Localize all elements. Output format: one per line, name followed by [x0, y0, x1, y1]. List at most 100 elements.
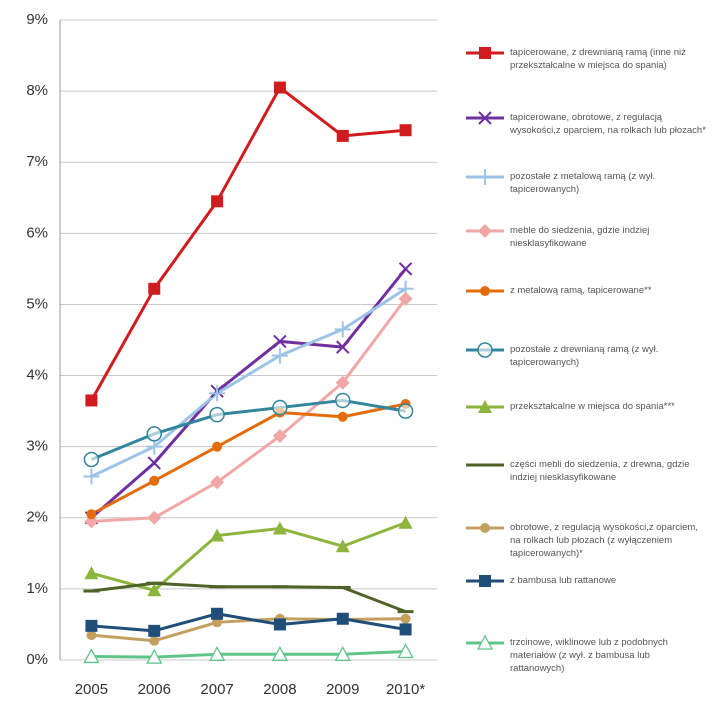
y-tick-label: 5%	[26, 295, 48, 312]
data-point	[398, 262, 413, 276]
series-line	[91, 521, 407, 592]
legend-label: z metalową ramą, tapicerowane**	[510, 285, 652, 296]
data-point	[334, 645, 351, 661]
legend-marker	[476, 634, 494, 650]
legend-marker	[478, 400, 492, 413]
y-tick-label: 0%	[26, 651, 48, 668]
legend-marker	[478, 224, 492, 238]
data-point	[212, 441, 223, 452]
y-tick-label: 7%	[26, 153, 48, 170]
y-tick-label: 9%	[26, 11, 48, 28]
data-point	[399, 623, 412, 636]
data-point	[336, 129, 349, 142]
legend-marker	[480, 523, 490, 533]
data-point	[335, 375, 350, 390]
legend-marker	[477, 342, 493, 358]
legend-label: pozostałe z metalową ramą (z wył. tapice…	[510, 171, 656, 195]
legend-marker	[478, 111, 492, 125]
legend-label: z bambusa lub rattanowe	[510, 575, 617, 586]
legend-label: meble do siedzenia, gdzie indziej nieskl…	[510, 225, 650, 249]
series-line	[91, 581, 407, 614]
data-point	[146, 426, 162, 442]
data-point	[335, 539, 350, 553]
data-point	[209, 406, 225, 423]
data-point	[147, 456, 161, 470]
y-tick-label: 6%	[26, 224, 48, 241]
data-point	[83, 468, 100, 485]
series-line	[91, 612, 406, 633]
data-point	[148, 282, 161, 295]
data-point	[397, 610, 414, 614]
legend-label: pozostałe z drewnianą ramą (z wył. tapic…	[510, 344, 659, 368]
legend-label: obrotowe, z regulacją wysokości,z oparci…	[510, 522, 698, 559]
y-tick-label: 8%	[26, 82, 48, 99]
data-point	[271, 585, 288, 589]
data-point	[273, 81, 286, 94]
y-tick-label: 2%	[26, 509, 48, 526]
data-point	[209, 585, 226, 589]
data-point	[84, 566, 99, 580]
data-point	[85, 619, 98, 632]
data-point	[83, 451, 100, 468]
legend-marker	[477, 169, 493, 185]
data-point	[83, 589, 100, 593]
data-point	[210, 475, 225, 490]
data-point	[398, 515, 413, 529]
data-point	[399, 124, 412, 137]
x-tick-label: 2006	[138, 681, 171, 698]
legend-label: części mebli do siedzenia, z drewna, gdz…	[510, 459, 690, 483]
data-point	[273, 334, 287, 349]
data-point	[86, 630, 97, 641]
data-point	[334, 321, 351, 338]
data-point	[271, 645, 289, 661]
data-point	[336, 612, 349, 625]
data-point	[336, 340, 350, 354]
legend-label: tapicerowane, z drewnianą ramą (inne niż…	[510, 47, 686, 71]
data-point	[334, 585, 351, 589]
x-tick-label: 2005	[75, 681, 108, 698]
legend-marker	[480, 286, 490, 296]
data-point	[146, 581, 163, 585]
series-line	[90, 86, 406, 402]
data-point	[211, 195, 224, 208]
y-tick-label: 4%	[26, 367, 48, 384]
legend-marker	[479, 575, 491, 587]
series-line	[91, 649, 406, 659]
data-point	[84, 514, 99, 529]
legend-label: przekształcalne w miejsca do spania***	[510, 401, 675, 412]
data-point	[337, 411, 348, 422]
series-line	[90, 402, 406, 516]
legend-marker	[479, 47, 491, 59]
data-point	[147, 583, 162, 597]
data-point	[83, 648, 100, 664]
data-point	[272, 521, 287, 535]
data-point	[335, 392, 351, 409]
data-point	[210, 528, 225, 542]
y-tick-label: 1%	[26, 580, 48, 597]
data-point	[397, 403, 414, 419]
data-point	[146, 648, 163, 664]
legend-marker	[477, 463, 493, 467]
data-point	[149, 635, 160, 646]
data-point	[397, 643, 414, 659]
y-tick-label: 3%	[26, 438, 48, 455]
data-point	[149, 475, 160, 486]
data-point	[272, 429, 287, 443]
data-point	[148, 624, 161, 637]
data-point	[208, 645, 226, 661]
data-point	[272, 399, 288, 416]
data-point	[400, 613, 411, 624]
data-point	[398, 291, 413, 306]
x-tick-label: 2009	[326, 681, 359, 698]
data-point	[212, 617, 223, 628]
series-line	[91, 297, 407, 523]
x-tick-label: 2010*	[386, 681, 425, 698]
series-line	[90, 287, 407, 478]
series-line	[90, 267, 407, 519]
x-tick-label: 2008	[263, 681, 296, 698]
data-point	[86, 509, 97, 520]
data-point	[147, 510, 162, 525]
data-point	[271, 347, 288, 364]
data-point	[273, 618, 286, 631]
